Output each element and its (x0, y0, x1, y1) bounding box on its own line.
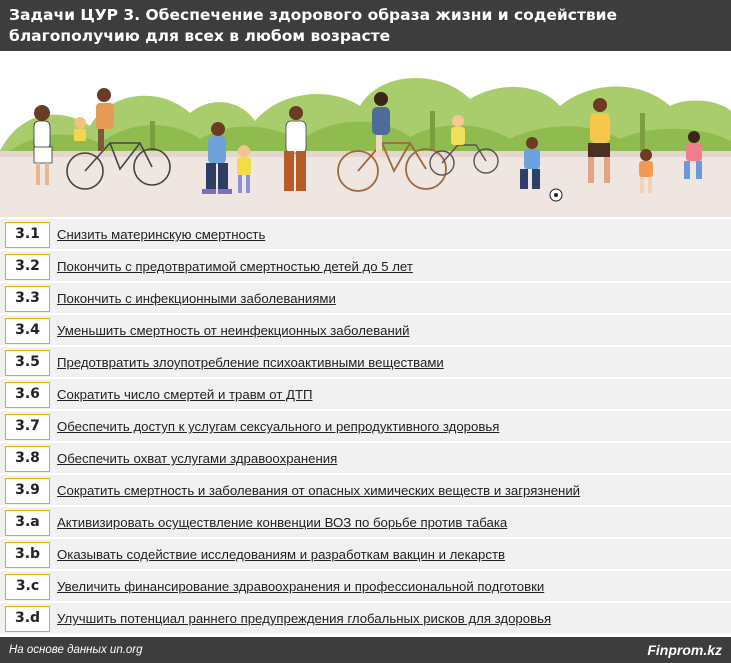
goal-link[interactable]: Покончить с инфекционными заболеваниями (57, 291, 336, 306)
goal-row: 3.3 Покончить с инфекционными заболевани… (0, 283, 731, 315)
goals-list: 3.1 Снизить материнскую смертность 3.2 П… (0, 219, 731, 635)
goal-code-badge: 3.2 (5, 254, 50, 280)
goal-link[interactable]: Сократить число смертей и травм от ДТП (57, 387, 313, 402)
football-kid-icon (520, 137, 540, 189)
goal-row: 3.a Активизировать осуществление конвенц… (0, 507, 731, 539)
goal-link[interactable]: Сократить смертность и заболевания от оп… (57, 483, 581, 498)
child-bicycle-icon (429, 144, 499, 176)
goal-code-badge: 3.9 (5, 478, 50, 504)
bicycle-woman-icon (337, 142, 447, 192)
goal-code-badge: 3.c (5, 574, 50, 600)
running-girl-icon (639, 149, 653, 193)
park-people-illustration (0, 51, 731, 217)
goal-row: 3.5 Предотвратить злоупотребление психоа… (0, 347, 731, 379)
footer-bar: На основе данных un.org Finprom.kz (0, 637, 731, 663)
skater-woman-icon (202, 122, 232, 194)
goal-code-badge: 3.4 (5, 318, 50, 344)
goal-row: 3.2 Покончить с предотвратимой смертност… (0, 251, 731, 283)
goal-row: 3.6 Сократить число смертей и травм от Д… (0, 379, 731, 411)
goal-row: 3.9 Сократить смертность и заболевания о… (0, 475, 731, 507)
goal-row: 3.b Оказывать содействие исследованиям и… (0, 539, 731, 571)
goal-row: 3.c Увеличить финансирование здравоохран… (0, 571, 731, 603)
brand-logo: Finprom.kz (647, 642, 722, 658)
running-boy-icon (684, 131, 702, 179)
cyclist-woman-icon (372, 92, 390, 157)
cyclist-adult-icon (74, 88, 114, 151)
goal-row: 3.1 Снизить материнскую смертность (0, 219, 731, 251)
goal-code-badge: 3.3 (5, 286, 50, 312)
goal-code-badge: 3.b (5, 542, 50, 568)
source-note: На основе данных un.org (9, 644, 143, 656)
bicycle-family-icon (66, 142, 171, 190)
woman-figure-icon (33, 105, 53, 185)
ball-icon (549, 188, 563, 202)
goal-link[interactable]: Покончить с предотвратимой смертностью д… (57, 259, 413, 274)
goal-link[interactable]: Уменьшить смертность от неинфекционных з… (57, 323, 410, 338)
goal-code-badge: 3.1 (5, 222, 50, 248)
page-title: Задачи ЦУР 3. Обеспечение здорового обра… (9, 6, 618, 45)
park-scene-svg (0, 51, 731, 217)
goal-code-badge: 3.8 (5, 446, 50, 472)
running-man-icon (588, 98, 610, 183)
goal-link[interactable]: Обеспечить охват услугами здравоохранени… (57, 451, 338, 466)
goal-row: 3.4 Уменьшить смертность от неинфекционн… (0, 315, 731, 347)
goal-row: 3.d Улучшить потенциал раннего предупреж… (0, 603, 731, 635)
goal-link[interactable]: Оказывать содействие исследованиям и раз… (57, 547, 506, 562)
goal-row: 3.8 Обеспечить охват услугами здравоохра… (0, 443, 731, 475)
goal-code-badge: 3.6 (5, 382, 50, 408)
goal-link[interactable]: Обеспечить доступ к услугам сексуального… (57, 419, 500, 434)
header-bar: Задачи ЦУР 3. Обеспечение здорового обра… (0, 0, 731, 51)
goal-code-badge: 3.d (5, 606, 50, 632)
goal-code-badge: 3.7 (5, 414, 50, 440)
walking-man-icon (284, 106, 307, 191)
goal-code-badge: 3.5 (5, 350, 50, 376)
goal-link[interactable]: Снизить материнскую смертность (57, 227, 266, 242)
goal-row: 3.7 Обеспечить доступ к услугам сексуаль… (0, 411, 731, 443)
child-icon (237, 145, 251, 193)
goal-link[interactable]: Активизировать осуществление конвенции В… (57, 515, 508, 530)
goal-code-badge: 3.a (5, 510, 50, 536)
goal-link[interactable]: Улучшить потенциал раннего предупреждени… (57, 611, 552, 626)
goal-link[interactable]: Увеличить финансирование здравоохранения… (57, 579, 545, 594)
goal-link[interactable]: Предотвратить злоупотребление психоактив… (57, 355, 444, 370)
child-cyclist-icon (451, 115, 465, 145)
